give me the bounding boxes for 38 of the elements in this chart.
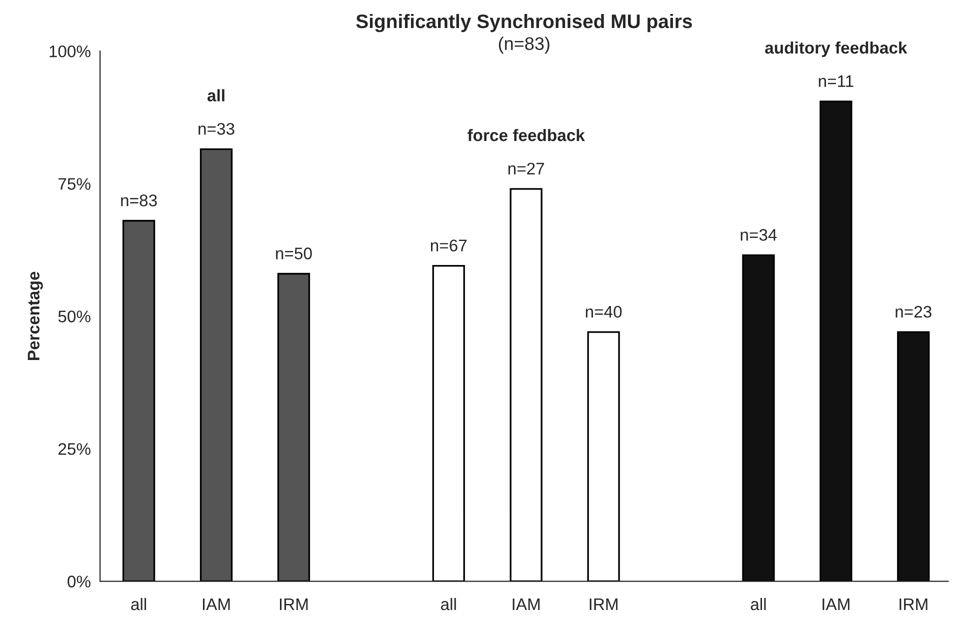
bar	[200, 148, 233, 582]
bar	[587, 331, 620, 582]
annotation: n=83	[121, 194, 157, 206]
annotation: n=50	[276, 248, 312, 260]
annotation: n=11	[818, 75, 854, 87]
y-axis-title: Percentage	[28, 272, 43, 360]
annotation: all	[207, 89, 224, 102]
y-tick-label: 100%	[50, 45, 90, 58]
annotation: n=23	[896, 306, 932, 318]
x-tick-label: IRM	[590, 598, 618, 610]
annotation: force feedback	[468, 128, 585, 142]
annotation: n=27	[508, 162, 544, 174]
y-tick-label: 25%	[58, 443, 90, 455]
annotation: n=40	[586, 306, 622, 318]
annotation: n=34	[740, 228, 777, 241]
bar	[897, 331, 930, 582]
x-tick-label: IRM	[280, 598, 308, 610]
bar	[122, 220, 156, 582]
x-tick-label: IAM	[202, 598, 230, 610]
x-tick-label: IAM	[512, 598, 540, 610]
bar	[820, 100, 852, 582]
x-tick-label: all	[441, 598, 456, 610]
chart-title: Significantly Synchronised MU pairs	[356, 14, 692, 32]
y-tick-label: 50%	[58, 310, 90, 322]
bar	[510, 188, 542, 582]
bar	[277, 272, 310, 582]
y-tick-label: 0%	[68, 576, 90, 588]
bar	[432, 264, 465, 582]
chart-subtitle: (n=83)	[498, 36, 550, 54]
x-tick-label: all	[750, 598, 766, 610]
y-tick-label: 75%	[58, 178, 90, 190]
bar	[742, 254, 775, 582]
annotation: n=33	[198, 122, 234, 135]
annotation: n=67	[430, 240, 467, 252]
x-tick-label: all	[131, 598, 146, 610]
x-tick-label: IAM	[822, 598, 850, 610]
x-tick-label: IRM	[900, 598, 928, 610]
annotation: auditory feedback	[765, 41, 908, 58]
